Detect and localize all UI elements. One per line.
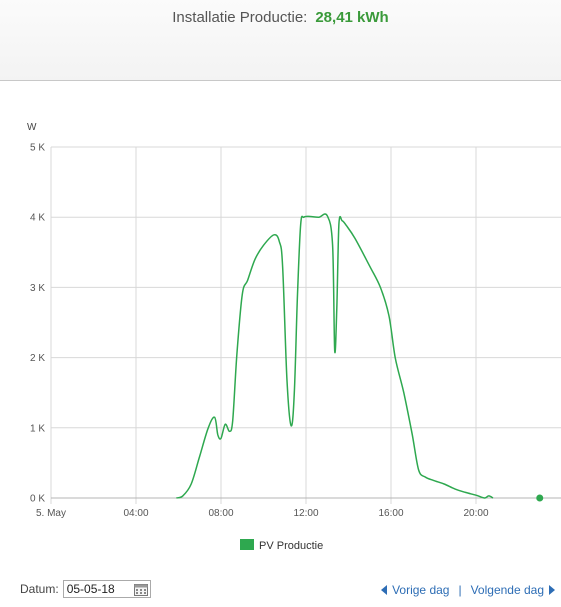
previous-day-link[interactable]: Vorige dag — [381, 583, 449, 597]
x-tick-label: 12:00 — [293, 508, 318, 519]
next-day-link[interactable]: Volgende dag — [471, 583, 555, 597]
arrow-right-icon — [549, 585, 555, 595]
day-navigation: Vorige dag | Volgende dag — [381, 583, 555, 597]
x-tick-label: 04:00 — [123, 508, 148, 519]
y-tick-label: 3 K — [30, 283, 45, 294]
date-picker: Datum: — [20, 580, 151, 598]
y-tick-label: 5 K — [30, 143, 45, 154]
date-field[interactable] — [62, 580, 151, 598]
production-summary: Installatie Productie: 28,41 kWh — [0, 9, 561, 26]
series-end-marker — [536, 494, 544, 502]
x-tick-label: 20:00 — [463, 508, 488, 519]
nav-separator: | — [458, 583, 462, 597]
arrow-left-icon — [381, 585, 388, 595]
series-line-pv-productie — [176, 213, 494, 499]
date-label: Datum: — [20, 582, 59, 596]
x-tick-label: 08:00 — [208, 508, 233, 519]
production-label: Installatie Productie: — [172, 9, 308, 26]
next-day-label: Volgende dag — [470, 583, 544, 597]
calendar-icon[interactable] — [133, 583, 148, 596]
x-tick-label: 5. May — [36, 508, 66, 519]
y-tick-label: 4 K — [30, 213, 45, 224]
legend-swatch — [240, 539, 254, 550]
production-value: 28,41 kWh — [315, 9, 389, 26]
y-tick-label: 1 K — [30, 423, 45, 434]
y-tick-label: 2 K — [30, 353, 45, 364]
date-input[interactable] — [66, 582, 127, 596]
x-tick-label: 16:00 — [378, 508, 403, 519]
previous-day-label: Vorige dag — [392, 583, 450, 597]
y-tick-label: 0 K — [30, 494, 45, 505]
production-chart: W 0 K 1 K 2 K 3 K 4 K 5 K 5. May 04:00 08:00 12:00… — [27, 122, 561, 552]
legend-label: PV Productie — [259, 540, 323, 552]
y-axis-label: W — [27, 122, 37, 133]
header-bar: Installatie Productie: 28,41 kWh — [0, 0, 561, 81]
